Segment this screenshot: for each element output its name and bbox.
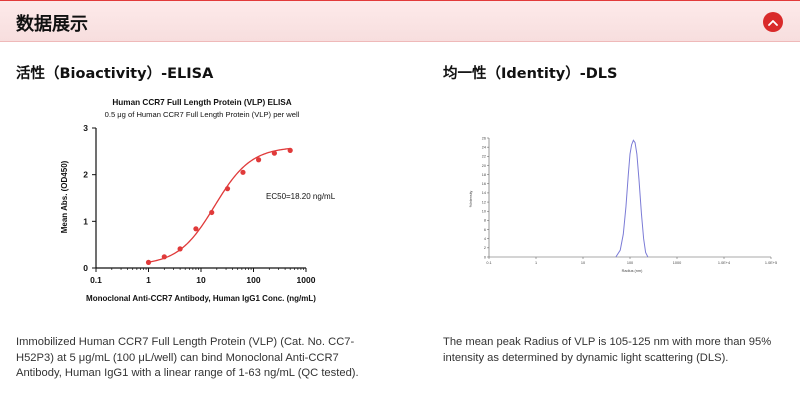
dls-chart: %Intensity Radius (nm) 02468101214161820… [469, 136, 777, 273]
identity-description: The mean peak Radius of VLP is 105-125 n… [443, 336, 772, 364]
dls-y-tick-label: 16 [482, 182, 486, 186]
dls-y-tick-label: 6 [484, 228, 486, 232]
section-header-bar: 数据展示 [0, 0, 800, 42]
section-header-title: 数据展示 [16, 14, 88, 35]
dls-y-tick-label: 12 [482, 200, 486, 204]
elisa-data-point [209, 209, 215, 216]
bioactivity-description: Immobilized Human CCR7 Full Length Prote… [16, 336, 359, 379]
dls-y-tick-label: 4 [484, 237, 486, 241]
dls-y-tick-label: 22 [482, 155, 486, 159]
dls-y-tick-label: 18 [482, 173, 486, 177]
elisa-ec50-annotation: EC50=18.20 ng/mL [266, 192, 336, 201]
elisa-data-point [255, 157, 262, 163]
dls-x-tick-label: 10 [581, 261, 585, 265]
elisa-data-point [161, 254, 167, 260]
chevron-up-icon [768, 19, 778, 26]
elisa-fit-curve [148, 147, 291, 263]
dls-x-tick-label: 1.0E+5 [765, 261, 777, 265]
dls-y-tick-label: 2 [484, 246, 486, 250]
elisa-y-tick-label: 1 [83, 216, 88, 226]
dls-y-tick-label: 10 [482, 210, 486, 214]
elisa-data-point [287, 147, 293, 153]
bioactivity-title: 活性（Bioactivity）-ELISA [16, 66, 214, 82]
elisa-data-point [240, 169, 246, 175]
elisa-chart-subtitle: 0.5 μg of Human CCR7 Full Length Protein… [105, 110, 300, 119]
elisa-y-tick-label: 3 [83, 123, 88, 133]
elisa-ylabel: Mean Abs. (OD450) [60, 160, 69, 233]
elisa-x-tick-label: 1 [146, 275, 151, 285]
elisa-xlabel: Monoclonal Anti-CCR7 Antibody, Human IgG… [86, 294, 316, 303]
dls-y-tick-label: 0 [484, 255, 486, 259]
dls-y-tick-label: 14 [482, 191, 486, 195]
elisa-data-point [177, 246, 183, 252]
elisa-x-tick-label: 1000 [297, 275, 316, 285]
elisa-y-tick-label: 0 [83, 263, 88, 273]
dls-y-tick-label: 26 [482, 136, 486, 140]
elisa-chart: Human CCR7 Full Length Protein (VLP) ELI… [60, 98, 336, 303]
dls-intensity-line [615, 139, 649, 258]
elisa-data-point [271, 150, 277, 156]
collapse-button[interactable] [763, 12, 783, 32]
dls-x-tick-label: 1000 [673, 261, 681, 265]
elisa-chart-title: Human CCR7 Full Length Protein (VLP) ELI… [112, 98, 291, 107]
elisa-data-point [224, 186, 231, 192]
elisa-x-tick-label: 0.1 [90, 275, 102, 285]
elisa-y-tick-label: 2 [83, 170, 88, 180]
dls-x-tick-label: 1.0E+4 [718, 261, 730, 265]
dls-x-tick-label: 1 [535, 261, 537, 265]
dls-x-tick-label: 100 [627, 261, 633, 265]
elisa-x-tick-label: 10 [196, 275, 206, 285]
dls-ylabel: %Intensity [469, 191, 473, 208]
dls-y-tick-label: 8 [484, 219, 486, 223]
dls-x-tick-label: 0.1 [486, 261, 491, 265]
elisa-data-point [193, 226, 199, 232]
dls-y-tick-label: 20 [482, 164, 486, 168]
dls-xlabel: Radius (nm) [622, 269, 643, 273]
identity-title: 均一性（Identity）-DLS [443, 66, 618, 82]
elisa-data-point [145, 259, 152, 265]
elisa-x-tick-label: 100 [246, 275, 260, 285]
dls-y-tick-label: 24 [482, 145, 486, 149]
